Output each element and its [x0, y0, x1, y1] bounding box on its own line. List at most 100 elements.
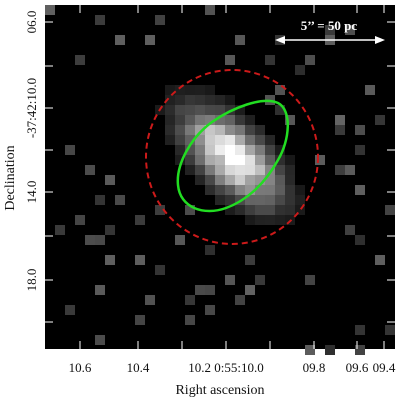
image-pixel: [265, 195, 275, 205]
y-tick-labels: 06.0 -37:42:10.0 14.0 18.0: [24, 11, 39, 292]
image-pixel: [105, 225, 115, 235]
y-tick-label: 14.0: [24, 181, 39, 204]
image-pixel: [185, 95, 195, 105]
x-axis-title: Right ascension: [175, 383, 264, 398]
image-pixel: [235, 135, 245, 145]
image-pixel: [205, 155, 215, 165]
image-pixel: [255, 185, 265, 195]
image-pixel: [175, 115, 185, 125]
image-pixel: [275, 145, 285, 155]
image-pixel: [175, 155, 185, 165]
image-pixel: [245, 205, 255, 215]
image-pixel: [145, 295, 155, 305]
scale-bar: 5’’ = 50 pc: [275, 18, 385, 44]
image-pixel: [255, 155, 265, 165]
x-tick-labels: 10.6 10.4 10.2 0:55:10.0 09.8 09.6 09.4: [69, 360, 396, 375]
image-pixel: [215, 195, 225, 205]
image-pixel: [225, 55, 235, 65]
image-pixel: [255, 125, 265, 135]
image-pixel: [265, 155, 275, 165]
image-pixel: [285, 185, 295, 195]
image-pixel: [185, 135, 195, 145]
image-pixel: [305, 275, 315, 285]
image-pixel: [165, 85, 175, 95]
image-pixel: [275, 195, 285, 205]
image-pixel: [245, 135, 255, 145]
image-pixel: [155, 265, 165, 275]
image-pixel: [85, 235, 95, 245]
image-pixel: [245, 125, 255, 135]
image-pixel: [255, 195, 265, 205]
image-pixel: [175, 135, 185, 145]
image-pixel: [195, 95, 205, 105]
image-pixel: [225, 195, 235, 205]
image-pixel: [235, 175, 245, 185]
image-pixel: [265, 135, 275, 145]
image-pixel: [225, 145, 235, 155]
image-pixel: [355, 235, 365, 245]
image-pixel: [285, 175, 295, 185]
x-tick-label: 09.8: [303, 360, 326, 375]
image-pixel: [385, 205, 395, 215]
image-pixel: [195, 115, 205, 125]
image-pixel: [205, 145, 215, 155]
image-pixel: [75, 55, 85, 65]
image-pixel: [215, 155, 225, 165]
image-pixel: [65, 305, 75, 315]
image-pixel: [235, 105, 245, 115]
y-axis-title: Declination: [3, 145, 18, 210]
image-pixel: [185, 145, 195, 155]
image-pixel: [275, 85, 285, 95]
image-pixel: [225, 275, 235, 285]
image-pixel: [165, 135, 175, 145]
image-pixel: [235, 125, 245, 135]
image-pixel: [355, 185, 365, 195]
scale-bar-right-arrow: [375, 36, 385, 44]
image-pixel: [185, 165, 195, 175]
x-tick-label: 09.4: [373, 360, 396, 375]
image-pixel: [165, 105, 175, 115]
image-pixel: [185, 295, 195, 305]
image-pixel: [235, 185, 245, 195]
image-pixel: [275, 155, 285, 165]
image-pixel: [165, 95, 175, 105]
image-pixel: [215, 105, 225, 115]
image-panel: 5’’ = 50 pc: [45, 5, 395, 355]
image-pixel: [215, 115, 225, 125]
image-pixel: [215, 135, 225, 145]
aperture-circle: [145, 69, 319, 245]
image-pixel: [175, 125, 185, 135]
image-pixel: [165, 115, 175, 125]
image-pixel: [225, 135, 235, 145]
image-pixel: [175, 145, 185, 155]
image-pixel: [265, 165, 275, 175]
image-pixel: [205, 125, 215, 135]
image-pixel: [235, 115, 245, 125]
image-pixel: [225, 205, 235, 215]
image-pixel: [185, 315, 195, 325]
image-pixel: [195, 105, 205, 115]
image-pixel: [245, 115, 255, 125]
image-pixel: [225, 125, 235, 135]
image-pixel: [285, 115, 295, 125]
image-pixel: [365, 85, 375, 95]
image-pixel: [265, 145, 275, 155]
y-tick-label: -37:42:10.0: [24, 78, 39, 138]
image-pixel: [285, 165, 295, 175]
image-pixel: [325, 25, 335, 35]
image-pixel: [335, 125, 345, 135]
image-pixel: [245, 155, 255, 165]
image-pixel: [175, 105, 185, 115]
image-pixel: [275, 105, 285, 115]
image-pixel: [225, 155, 235, 165]
image-pixel: [95, 285, 105, 295]
image-pixel: [85, 165, 95, 175]
image-pixel: [375, 115, 385, 125]
image-pixel: [115, 195, 125, 205]
image-pixel: [185, 85, 195, 95]
image-pixel: [355, 325, 365, 335]
image-pixel: [275, 175, 285, 185]
image-pixel: [205, 305, 215, 315]
image-pixel: [345, 225, 355, 235]
image-pixel: [255, 165, 265, 175]
